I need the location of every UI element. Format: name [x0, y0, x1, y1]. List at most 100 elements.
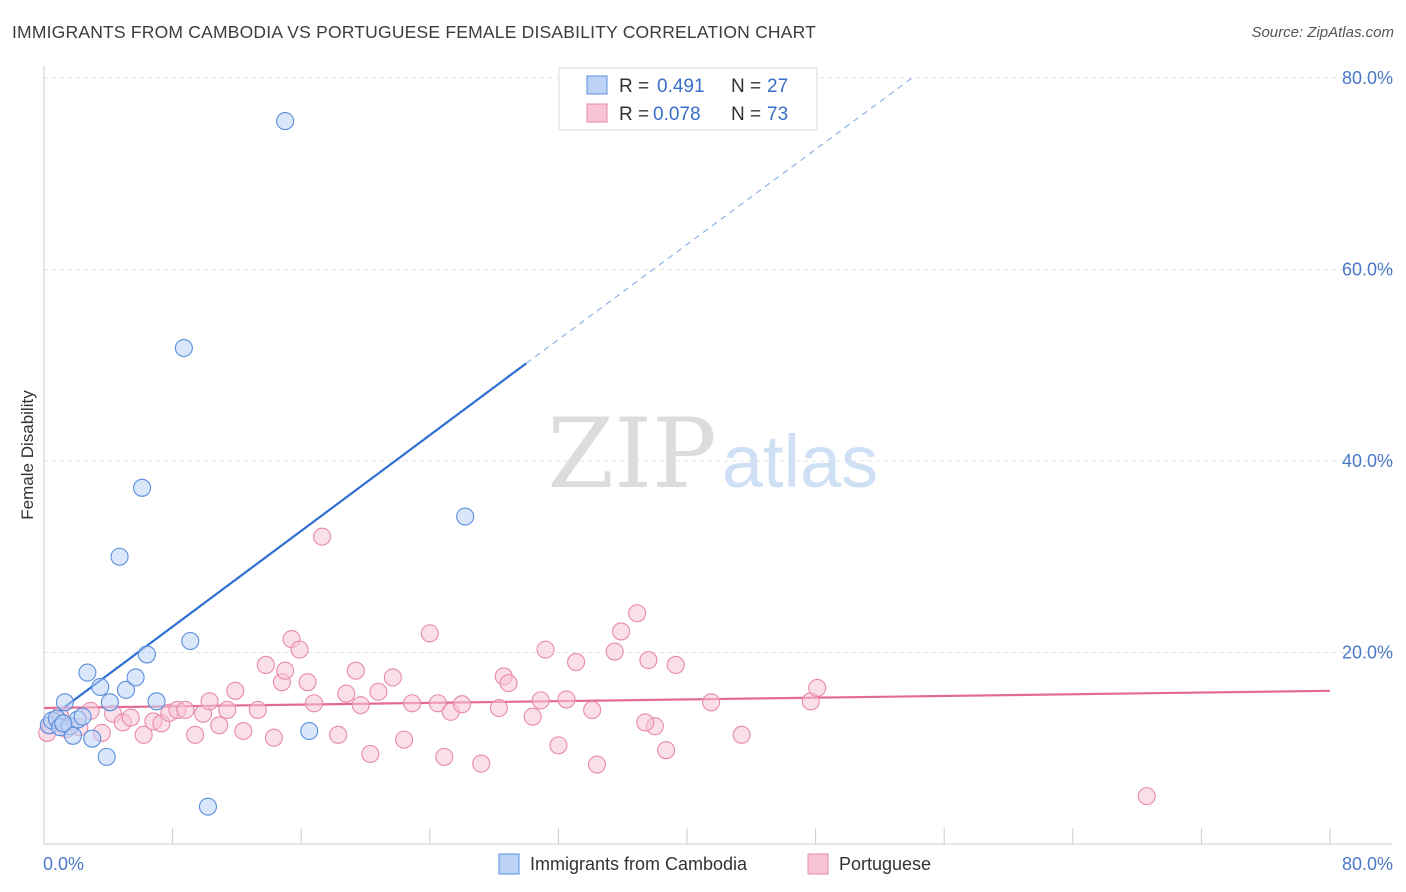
legend-swatch-blue	[586, 75, 608, 95]
portuguese-point	[639, 651, 658, 670]
y-tick-label: 80.0%	[1342, 68, 1393, 88]
stats-legend: R = 0.491 N = 27 R = 0.078 N = 73	[558, 67, 818, 131]
portuguese-point	[329, 725, 348, 744]
axes	[43, 66, 1392, 845]
series-label-cambodia: Immigrants from Cambodia	[530, 854, 748, 874]
cambodia-points	[39, 112, 475, 816]
grid-lines	[44, 77, 1392, 653]
legend-r-label-1: R =	[619, 76, 649, 97]
series-label-portuguese: Portuguese	[839, 854, 931, 874]
cambodia-point	[181, 631, 200, 651]
cambodia-point	[100, 693, 119, 712]
portuguese-point	[523, 707, 542, 726]
portuguese-point	[583, 700, 602, 720]
cambodia-point	[63, 726, 82, 745]
portuguese-point	[472, 754, 491, 773]
portuguese-point	[351, 696, 370, 715]
cambodia-point	[116, 680, 136, 699]
portuguese-point	[176, 700, 195, 720]
legend-n-label-1: N =	[731, 76, 761, 97]
watermark-atlas: atlas	[722, 420, 878, 503]
portuguese-point	[200, 692, 219, 711]
cambodia-point	[300, 721, 319, 741]
portuguese-point	[557, 690, 576, 709]
portuguese-point	[549, 736, 568, 755]
portuguese-point	[1137, 787, 1156, 806]
portuguese-point	[134, 725, 153, 744]
cambodia-point	[73, 707, 92, 726]
cambodia-point	[54, 714, 73, 733]
portuguese-point	[226, 681, 245, 700]
chart-title: IMMIGRANTS FROM CAMBODIA VS PORTUGUESE F…	[12, 22, 817, 42]
legend-n-label-2: N =	[731, 104, 761, 125]
legend-r-value-2: 0.078	[653, 104, 701, 125]
y-tick-label: 40.0%	[1342, 451, 1393, 471]
cambodia-point	[137, 645, 156, 664]
cambodia-point	[97, 747, 116, 766]
portuguese-point	[605, 642, 624, 661]
cambodia-point	[174, 338, 193, 358]
portuguese-point	[636, 713, 655, 732]
cambodia-point	[78, 663, 97, 682]
y-tick-label: 60.0%	[1342, 260, 1393, 280]
cambodia-point	[133, 478, 152, 497]
x-tick-label-min: 0.0%	[43, 854, 84, 874]
portuguese-point	[290, 640, 309, 659]
portuguese-point	[256, 655, 275, 674]
portuguese-point	[536, 640, 555, 659]
cambodia-point	[55, 693, 74, 712]
tick-labels: 20.0% 40.0% 60.0% 80.0% 0.0% 80.0%	[43, 68, 1393, 874]
portuguese-point	[489, 698, 508, 718]
portuguese-point	[657, 741, 676, 760]
portuguese-point	[186, 725, 205, 744]
cambodia-trend-line	[49, 362, 527, 719]
cambodia-point	[276, 112, 295, 131]
portuguese-point	[298, 673, 317, 692]
portuguese-point	[808, 678, 827, 697]
portuguese-point	[587, 755, 607, 774]
cambodia-point	[456, 507, 475, 526]
cambodia-point	[147, 692, 166, 711]
portuguese-point	[276, 661, 295, 680]
portuguese-point	[218, 700, 237, 720]
portuguese-point	[499, 674, 518, 693]
portuguese-point	[337, 684, 356, 703]
portuguese-point	[313, 527, 332, 546]
portuguese-point	[666, 655, 685, 674]
portuguese-point	[210, 716, 229, 735]
portuguese-point	[264, 728, 283, 747]
x-tick-label-max: 80.0%	[1342, 854, 1393, 874]
watermark: ZIP atlas	[547, 398, 878, 510]
series-legend: Immigrants from Cambodia Portuguese	[498, 853, 931, 875]
legend-n-value-1: 27	[767, 76, 788, 97]
cambodia-point	[110, 547, 129, 566]
portuguese-point	[732, 725, 751, 744]
portuguese-point	[403, 694, 422, 713]
portuguese-point	[346, 661, 365, 680]
portuguese-point	[383, 668, 402, 687]
portuguese-point	[305, 694, 324, 713]
portuguese-point	[361, 744, 380, 764]
portuguese-point	[420, 624, 439, 643]
y-tick-label: 20.0%	[1342, 643, 1393, 663]
cambodia-point	[83, 729, 102, 748]
portuguese-point	[234, 721, 253, 741]
legend-swatch-pink	[586, 103, 608, 123]
cambodia-trend-extension	[525, 77, 913, 364]
cambodia-point	[198, 797, 218, 816]
portuguese-point	[395, 730, 414, 749]
legend-n-value-2: 73	[767, 104, 788, 125]
portuguese-point	[612, 622, 631, 641]
portuguese-point	[369, 682, 388, 701]
portuguese-point	[702, 693, 721, 712]
watermark-zip: ZIP	[547, 398, 716, 510]
source-label: Source: ZipAtlas.com	[1251, 24, 1394, 41]
legend-r-label-2: R =	[619, 104, 649, 125]
portuguese-point	[248, 700, 267, 720]
portuguese-point	[567, 653, 586, 672]
portuguese-points	[38, 527, 1156, 806]
cambodia-point	[126, 668, 145, 687]
portuguese-point	[628, 604, 647, 623]
cambodia-point	[91, 677, 110, 697]
